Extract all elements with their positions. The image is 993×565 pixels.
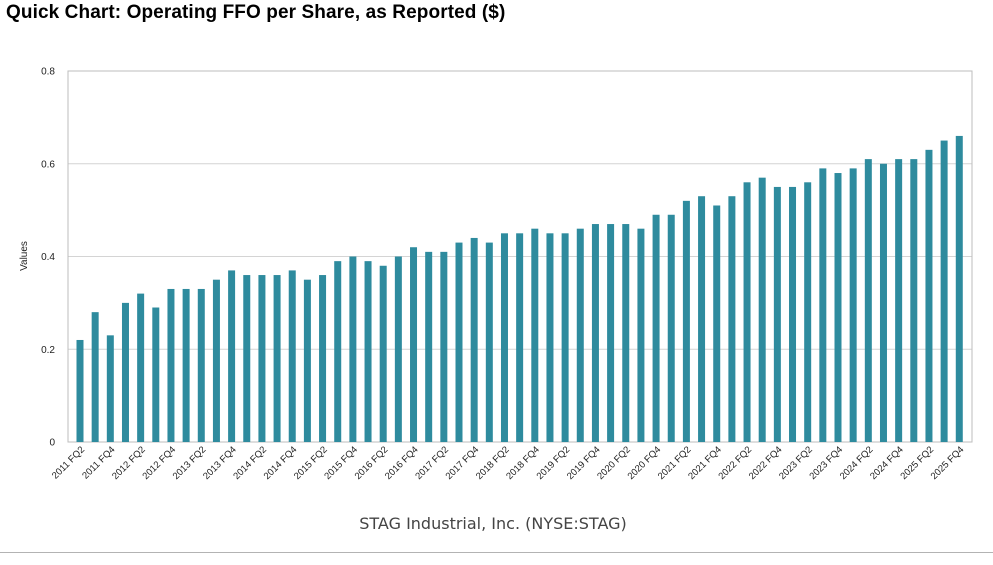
y-tick-label: 0.6	[41, 159, 55, 170]
bar: 2018 FQ3: 0.45	[516, 233, 524, 442]
bar: 2022 FQ4: 0.55	[773, 186, 781, 442]
bar: 2017 FQ2: 0.41	[440, 251, 448, 442]
bar-series: 2011 FQ2: 0.22 2011 FQ3: 0.28 2011 FQ4: 0.…	[76, 135, 963, 443]
bar: 2015 FQ2: 0.36	[319, 275, 327, 442]
bar: 2021 FQ1: 0.49	[667, 214, 675, 442]
bar: 2012 FQ3: 0.29	[152, 307, 160, 442]
bar: 2017 FQ1: 0.41	[425, 251, 433, 442]
bar: 2018 FQ1: 0.43	[485, 242, 493, 442]
bar: 2017 FQ3: 0.43	[455, 242, 463, 442]
x-tick-label: 2025 FQ4	[929, 444, 967, 482]
bar: 2016 FQ1: 0.39	[364, 261, 372, 442]
bar: 2025 FQ4: 0.66	[955, 135, 963, 442]
bar: 2022 FQ3: 0.57	[758, 177, 766, 442]
bar: 2021 FQ2: 0.52	[682, 200, 690, 442]
bar: 2014 FQ2: 0.36	[258, 275, 266, 442]
y-tick-label: 0.2	[41, 345, 55, 356]
bar: 2022 FQ2: 0.56	[743, 182, 751, 443]
bar: 2015 FQ1: 0.35	[303, 279, 311, 442]
bar: 2018 FQ2: 0.45	[500, 233, 508, 442]
bar: 2011 FQ4: 0.23	[106, 335, 114, 442]
bar: 2012 FQ4: 0.33	[167, 288, 175, 442]
bar: 2019 FQ4: 0.47	[591, 224, 599, 442]
bar: 2021 FQ4: 0.51	[713, 205, 721, 442]
bar: 2013 FQ4: 0.37	[228, 270, 236, 442]
bar: 2025 FQ3: 0.65	[940, 140, 948, 442]
chart-subtitle: STAG Industrial, Inc. (NYSE:STAG)	[359, 514, 627, 533]
bar: 2016 FQ3: 0.4	[394, 256, 402, 442]
bar: 2015 FQ3: 0.39	[334, 261, 342, 442]
bar: 2024 FQ2: 0.61	[864, 159, 872, 443]
bar: 2022 FQ1: 0.53	[728, 196, 736, 442]
bar: 2020 FQ4: 0.49	[652, 214, 660, 442]
bar: 2020 FQ3: 0.46	[637, 228, 645, 442]
bar: 2019 FQ3: 0.46	[576, 228, 584, 442]
y-tick-label: 0.4	[41, 252, 55, 263]
bar: 2020 FQ2: 0.47	[622, 224, 630, 442]
bar: 2014 FQ3: 0.36	[273, 275, 281, 442]
bar: 2011 FQ2: 0.22	[76, 339, 84, 442]
bar: 2016 FQ2: 0.38	[379, 265, 387, 442]
bar: 2024 FQ1: 0.59	[849, 168, 857, 442]
bar: 2025 FQ2: 0.63	[925, 149, 933, 442]
footer-divider	[0, 552, 993, 553]
bar: 2013 FQ3: 0.35	[212, 279, 220, 442]
y-tick-label: 0	[49, 438, 55, 449]
bar: 2011 FQ3: 0.28	[91, 312, 99, 442]
bar: 2015 FQ4: 0.4	[349, 256, 357, 442]
bar: 2016 FQ4: 0.42	[410, 247, 418, 442]
page-title: Quick Chart: Operating FFO per Share, as…	[6, 2, 506, 23]
bar: 2023 FQ2: 0.56	[804, 182, 812, 443]
bar: 2025 FQ1: 0.61	[910, 159, 918, 443]
y-tick-label: 0.8	[41, 67, 55, 78]
bar: 2024 FQ3: 0.6	[879, 163, 887, 442]
bar: 2014 FQ1: 0.36	[243, 275, 251, 442]
bar: 2020 FQ1: 0.47	[607, 224, 615, 442]
bar: 2023 FQ4: 0.58	[834, 173, 842, 442]
bar: 2023 FQ1: 0.55	[789, 186, 797, 442]
bar: 2017 FQ4: 0.44	[470, 237, 478, 442]
bar: 2018 FQ4: 0.46	[531, 228, 539, 442]
y-axis-ticks: 0 0.2 0.4 0.6 0.8	[41, 67, 55, 449]
bar: 2019 FQ2: 0.45	[561, 233, 569, 442]
bar: 2024 FQ4: 0.61	[895, 159, 903, 443]
bar: 2013 FQ2: 0.33	[197, 288, 205, 442]
bar: 2012 FQ1: 0.3	[121, 302, 129, 443]
bar: 2013 FQ1: 0.33	[182, 288, 190, 442]
bar: 2023 FQ3: 0.59	[819, 168, 827, 442]
bar: 2019 FQ1: 0.45	[546, 233, 554, 442]
bar: 2012 FQ2: 0.32	[137, 293, 145, 442]
bar: 2014 FQ4: 0.37	[288, 270, 296, 442]
y-axis-label: Values	[19, 241, 30, 271]
bar: 2021 FQ3: 0.53	[698, 196, 706, 442]
